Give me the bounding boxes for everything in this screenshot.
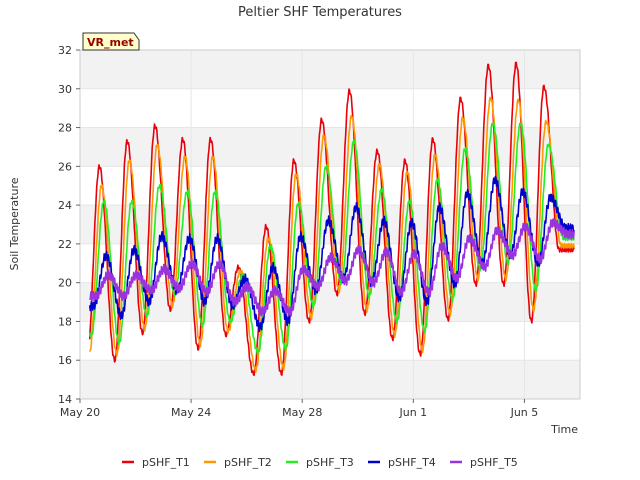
y-tick-label: 28 bbox=[58, 122, 72, 135]
x-tick-label: May 24 bbox=[171, 406, 211, 419]
x-tick-label: Jun 5 bbox=[510, 406, 539, 419]
series-line-pSHF_T4 bbox=[88, 175, 575, 333]
y-tick-label: 26 bbox=[58, 160, 72, 173]
x-tick-label: May 28 bbox=[282, 406, 322, 419]
y-axis-ticks: 14 16 18 20 22 24 26 28 30 32 bbox=[58, 44, 80, 406]
legend-label: pSHF_T4 bbox=[388, 456, 436, 469]
y-axis-label: Soil Temperature bbox=[8, 177, 21, 270]
plot-band bbox=[80, 88, 580, 128]
y-tick-label: 20 bbox=[58, 277, 72, 290]
x-axis-ticks: May 20 May 24 May 28 Jun 1 Jun 5 bbox=[60, 399, 538, 419]
y-tick-label: 30 bbox=[58, 83, 72, 96]
plot-frame bbox=[79, 49, 581, 400]
plot-band bbox=[80, 243, 580, 283]
plot-band bbox=[80, 50, 580, 89]
y-tick-label: 22 bbox=[58, 238, 72, 251]
y-tick-label: 14 bbox=[58, 393, 72, 406]
series-line-pSHF_T2 bbox=[88, 96, 575, 373]
legend-label: pSHF_T5 bbox=[470, 456, 518, 469]
chart-title: Peltier SHF Temperatures bbox=[238, 5, 402, 20]
site-label-tag bbox=[82, 32, 140, 51]
legend-label: pSHF_T3 bbox=[306, 456, 354, 469]
legend-label: pSHF_T1 bbox=[142, 456, 190, 469]
x-axis-label: Time bbox=[550, 423, 578, 436]
plot-band bbox=[80, 282, 580, 322]
series-line-pSHF_T5 bbox=[89, 218, 575, 317]
site-label: VR_met bbox=[87, 36, 134, 49]
plot-bands bbox=[80, 50, 580, 399]
site-label-box: VR_met bbox=[82, 32, 140, 51]
legend-label: pSHF_T2 bbox=[224, 456, 272, 469]
x-tick-label: Jun 1 bbox=[398, 406, 427, 419]
y-tick-label: 18 bbox=[58, 315, 72, 328]
plot-band bbox=[80, 321, 580, 361]
y-tick-label: 32 bbox=[58, 44, 72, 57]
y-tick-label: 16 bbox=[58, 354, 72, 367]
series-lines bbox=[88, 61, 575, 377]
x-tick-label: May 20 bbox=[60, 406, 100, 419]
plot-band bbox=[80, 360, 580, 399]
legend: pSHF_T1 pSHF_T2 pSHF_T3 pSHF_T4 pSHF_T5 bbox=[122, 456, 518, 469]
y-tick-label: 24 bbox=[58, 199, 72, 212]
